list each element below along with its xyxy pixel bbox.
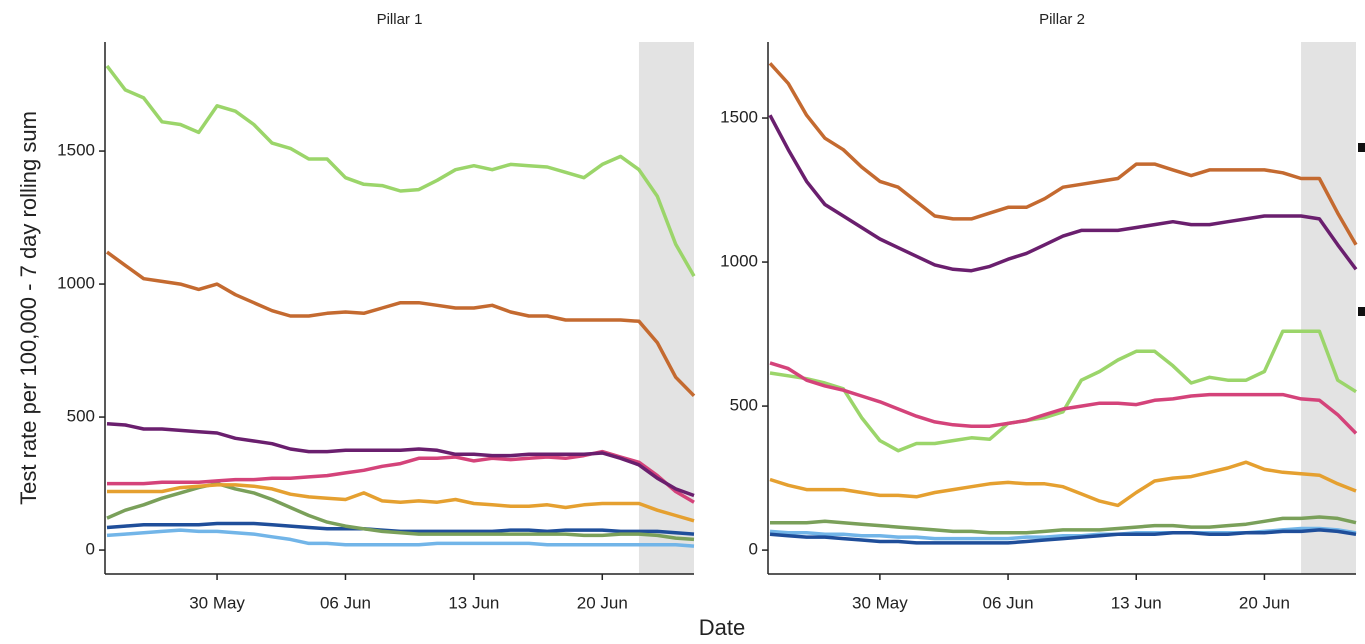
x-tick-label: 30 May <box>852 593 908 612</box>
legend-fragment <box>1358 143 1365 152</box>
series-line <box>106 528 695 548</box>
y-tick-label: 0 <box>86 540 95 559</box>
series-line <box>107 483 695 523</box>
series-line <box>769 329 1357 453</box>
series-line <box>105 250 696 398</box>
y-axis-title: Test rate per 100,000 - 7 day rolling su… <box>16 111 41 505</box>
panel-title: Pillar 1 <box>377 11 423 28</box>
series-line <box>768 114 1358 273</box>
series-line <box>106 421 695 498</box>
y-tick-label: 500 <box>730 396 758 415</box>
panel-title: Pillar 2 <box>1039 11 1085 28</box>
legend-fragment <box>1358 307 1365 316</box>
shaded-region <box>1301 42 1356 574</box>
series-line <box>769 361 1358 435</box>
x-tick-label: 20 Jun <box>577 593 628 612</box>
x-tick-label: 13 Jun <box>448 593 499 612</box>
series-line <box>768 62 1358 246</box>
y-tick-label: 1000 <box>57 274 95 293</box>
x-tick-label: 06 Jun <box>983 593 1034 612</box>
y-tick-label: 1000 <box>720 252 758 271</box>
x-tick-label: 13 Jun <box>1111 593 1162 612</box>
x-tick-label: 06 Jun <box>320 593 371 612</box>
series-line <box>769 528 1357 545</box>
y-tick-label: 500 <box>67 407 95 426</box>
series-line <box>107 449 695 504</box>
y-tick-label: 1500 <box>57 141 95 160</box>
x-tick-label: 20 Jun <box>1239 593 1290 612</box>
x-tick-label: 30 May <box>189 593 245 612</box>
x-axis-title: Date <box>699 615 745 640</box>
y-tick-label: 0 <box>749 540 758 559</box>
series-line <box>770 515 1357 535</box>
series-line <box>105 64 696 277</box>
y-tick-label: 1500 <box>720 108 758 127</box>
series-line <box>769 460 1357 508</box>
